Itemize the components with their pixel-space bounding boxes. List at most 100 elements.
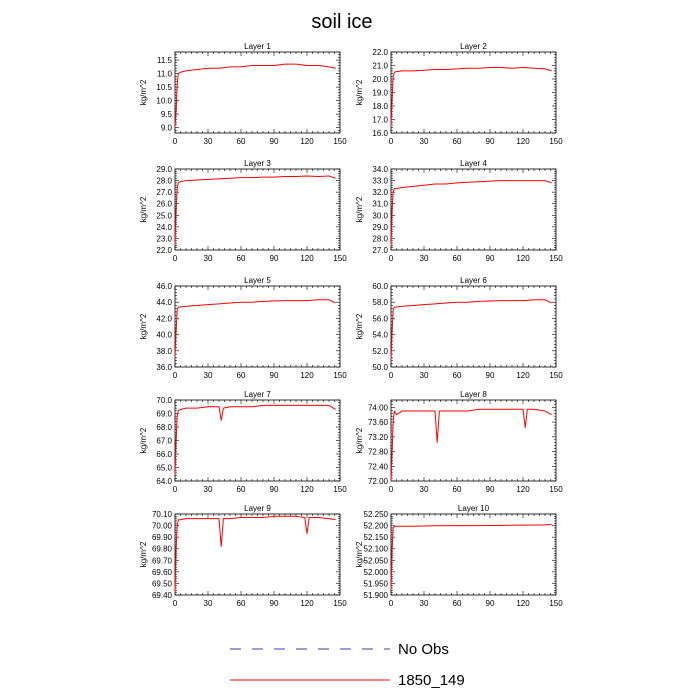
layer-10-ytick-label: 51.900	[364, 591, 389, 600]
layer-10-xtick-label: 0	[389, 599, 394, 608]
layer-3-ytick-label: 24.0	[156, 223, 172, 232]
layer-8-ylabel: kg/m^2	[355, 427, 364, 453]
layer-1-ytick-label: 9.0	[161, 124, 173, 133]
layer-10-ytick-label: 52.150	[364, 533, 389, 542]
layer-8-xtick-label: 30	[420, 485, 429, 494]
layer-2-ytick-label: 21.0	[372, 62, 388, 71]
layer-2-ytick-label: 16.0	[372, 129, 388, 138]
layer-6-xtick-label: 30	[420, 371, 429, 380]
layer-6-ytick-label: 56.0	[372, 314, 388, 323]
layer-8-xtick-label: 150	[549, 485, 563, 494]
layer-6-xtick-label: 60	[453, 371, 462, 380]
layer-6-ytick-label: 52.0	[372, 347, 388, 356]
layer-8-ytick-label: 73.60	[368, 418, 389, 427]
layer-8-xtick-label: 60	[453, 485, 462, 494]
layer-6-xtick-label: 0	[389, 371, 394, 380]
layer-6-xtick-label: 150	[549, 371, 563, 380]
layer-6-xtick-label: 90	[486, 371, 495, 380]
layer-5-ytick-label: 36.0	[156, 363, 172, 372]
layer-4-title: Layer 4	[460, 159, 487, 168]
layer-5-ytick-label: 46.0	[156, 282, 172, 291]
layer-7-panel: Layer 7 0 30 60 90 120 150 64.0 65.0 66.0 67.0 68.0…	[139, 390, 347, 494]
layer-4-panel: Layer 4 0 30 60 90 120 150 27.0 28.0 29.0 30.0 31.0…	[355, 159, 563, 263]
layer-9-ytick-label: 69.40	[152, 591, 173, 600]
layer-5-xtick-label: 60	[237, 371, 246, 380]
layer-7-xtick-label: 60	[237, 485, 246, 494]
layer-1-frame	[174, 51, 341, 134]
layer-1-ylabel: kg/m^2	[139, 79, 148, 105]
layer-2-ylabel: kg/m^2	[355, 79, 364, 105]
layer-8-ytick-label: 72.00	[368, 477, 389, 486]
layer-7-xtick-label: 120	[300, 485, 314, 494]
layer-10-xtick-label: 90	[486, 599, 495, 608]
layer-1-series-line	[174, 63, 336, 128]
layer-6-ytick-label: 58.0	[372, 298, 388, 307]
layer-3-ytick-label: 28.0	[156, 177, 172, 186]
layer-7-series-line	[174, 404, 336, 475]
layer-7-ytick-label: 66.0	[156, 450, 172, 459]
layer-3-ytick-label: 26.0	[156, 200, 172, 209]
layer-7-ylabel: kg/m^2	[139, 427, 148, 453]
layer-8-xtick-label: 90	[486, 485, 495, 494]
layer-6-ytick-label: 54.0	[372, 331, 388, 340]
layer-2-ytick-label: 19.0	[372, 89, 388, 98]
layer-5-xtick-label: 30	[204, 371, 213, 380]
layer-2-frame	[390, 51, 557, 134]
layer-8-frame	[390, 399, 557, 482]
layer-1-xtick-label: 0	[173, 137, 178, 146]
layer-10-ytick-label: 51.950	[364, 579, 389, 588]
layer-3-title: Layer 3	[244, 159, 271, 168]
layer-9-ytick-label: 69.50	[152, 579, 173, 588]
layer-9-xtick-label: 120	[300, 599, 314, 608]
layer-2-ytick-label: 18.0	[372, 102, 388, 111]
layer-10-xtick-label: 30	[420, 599, 429, 608]
layer-10-ytick-label: 52.250	[364, 510, 389, 519]
layer-5-ytick-label: 40.0	[156, 331, 172, 340]
layer-4-xtick-label: 0	[389, 254, 394, 263]
layer-10-xtick-label: 150	[549, 599, 563, 608]
layer-2-xtick-label: 0	[389, 137, 394, 146]
layer-9-ytick-label: 70.00	[152, 522, 173, 531]
layer-8-ytick-label: 72.80	[368, 448, 389, 457]
layer-3-xtick-label: 150	[333, 254, 347, 263]
layer-2-ytick-label: 17.0	[372, 116, 388, 125]
layer-4-frame	[390, 168, 557, 251]
layer-8-panel: Layer 8 0 30 60 90 120 150 72.00 72.40 72.80 73.20…	[355, 390, 563, 494]
layer-6-title: Layer 6	[460, 276, 487, 285]
layer-9-ylabel: kg/m^2	[139, 541, 148, 567]
layer-7-ytick-label: 70.0	[156, 396, 172, 405]
layer-9-xtick-label: 150	[333, 599, 347, 608]
layer-9-frame	[174, 513, 341, 596]
layer-1-title: Layer 1	[244, 42, 271, 51]
layer-3-panel: Layer 3 0 30 60 90 120 150 22.0 23.0 24.0 25.0 26.0…	[139, 159, 347, 263]
layer-3-xtick-label: 90	[270, 254, 279, 263]
layer-1-panel: Layer 1 0 30 60 90 120 150 9.0 9.5 10.0 10.5 11.0 11…	[139, 42, 347, 146]
layer-6-frame	[390, 285, 557, 368]
layer-10-ylabel: kg/m^2	[355, 541, 364, 567]
layer-2-xtick-label: 150	[549, 137, 563, 146]
layer-5-ylabel: kg/m^2	[139, 313, 148, 339]
layer-8-ytick-label: 72.40	[368, 462, 389, 471]
panel-grid: Layer 10 30 60 90 120 1509.09.510.010.511.011…	[139, 42, 563, 608]
layer-8-ytick-label: 74.00	[368, 403, 389, 412]
layer-5-frame	[174, 285, 341, 368]
layer-3-ytick-label: 23.0	[156, 234, 172, 243]
layer-9-xtick-label: 0	[173, 599, 178, 608]
layer-7-ytick-label: 68.0	[156, 423, 172, 432]
figure-title: soil ice	[311, 11, 372, 33]
layer-1-ytick-label: 11.5	[157, 56, 173, 65]
layer-7-ytick-label: 64.0	[156, 477, 172, 486]
layer-1-xtick-label: 150	[333, 137, 347, 146]
layer-9-xtick-label: 90	[270, 599, 279, 608]
layer-9-xtick-label: 60	[237, 599, 246, 608]
layer-1-xtick-label: 30	[204, 137, 213, 146]
layer-2-ytick-label: 22.0	[372, 48, 388, 57]
layer-8-ytick-label: 73.20	[368, 433, 389, 442]
layer-7-xtick-label: 90	[270, 485, 279, 494]
layer-3-ytick-label: 29.0	[156, 165, 172, 174]
layer-8-xtick-label: 0	[389, 485, 394, 494]
layer-5-xtick-label: 150	[333, 371, 347, 380]
layer-6-series-line	[390, 299, 552, 361]
layer-7-xtick-label: 30	[204, 485, 213, 494]
layer-5-ytick-label: 38.0	[156, 347, 172, 356]
